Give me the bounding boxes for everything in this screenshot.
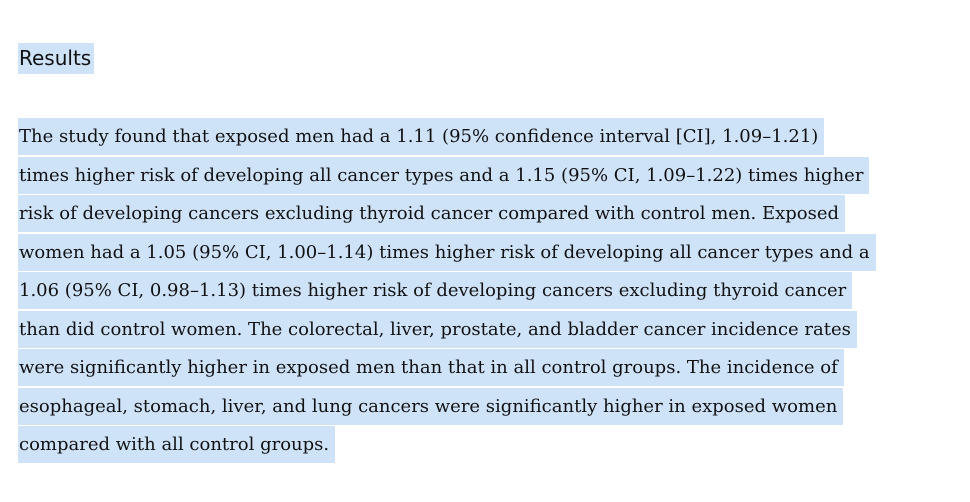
paragraph-line: compared with all control groups. <box>18 426 963 465</box>
paragraph-line-text[interactable]: were significantly higher in exposed men… <box>18 349 844 386</box>
paragraph-line: 1.06 (95% CI, 0.98–1.13) times higher ri… <box>18 272 963 311</box>
paragraph-line: than did control women. The colorectal, … <box>18 310 963 350</box>
section-heading[interactable]: Results <box>18 40 95 77</box>
paragraph-line-text[interactable]: 1.06 (95% CI, 0.98–1.13) times higher ri… <box>18 272 853 309</box>
paragraph-line-text[interactable]: esophageal, stomach, liver, and lung can… <box>18 387 844 425</box>
paragraph-line-text[interactable]: compared with all control groups. <box>18 426 336 463</box>
paragraph-line-text[interactable]: times higher risk of developing all canc… <box>18 156 870 194</box>
paragraph-line: risk of developing cancers excluding thy… <box>18 195 963 234</box>
paragraph-line-text[interactable]: The study found that exposed men had a 1… <box>18 118 825 155</box>
paragraph-line-text[interactable]: women had a 1.05 (95% CI, 1.00–1.14) tim… <box>18 233 876 271</box>
paragraph-line-text[interactable]: risk of developing cancers excluding thy… <box>18 195 846 232</box>
paragraph-line: times higher risk of developing all canc… <box>18 156 963 196</box>
section-heading-text[interactable]: Results <box>18 43 95 74</box>
paragraph-line-text[interactable]: than did control women. The colorectal, … <box>18 310 857 348</box>
paragraph-line: esophageal, stomach, liver, and lung can… <box>18 387 963 427</box>
paragraph-line: The study found that exposed men had a 1… <box>18 118 963 157</box>
paragraph-line: were significantly higher in exposed men… <box>18 349 963 388</box>
results-paragraph[interactable]: The study found that exposed men had a 1… <box>18 118 963 465</box>
paragraph-line: women had a 1.05 (95% CI, 1.00–1.14) tim… <box>18 233 963 273</box>
